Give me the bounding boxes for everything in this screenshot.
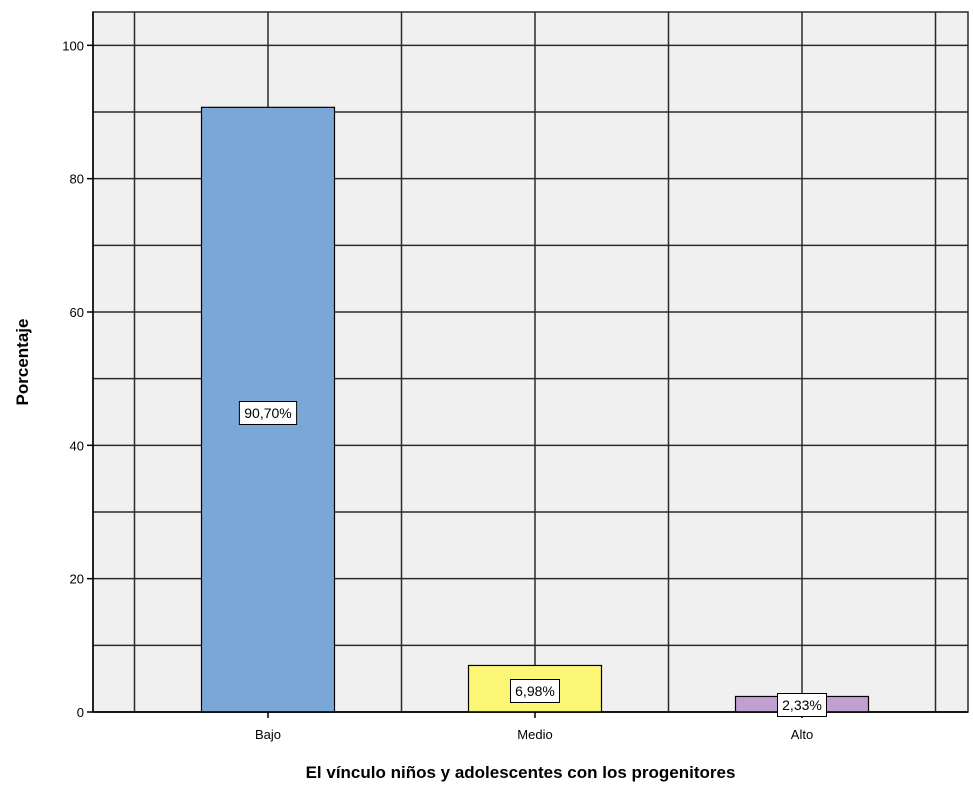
- x-tick-label: Medio: [517, 727, 552, 742]
- x-tick-label: Bajo: [255, 727, 281, 742]
- data-label-box: [777, 693, 827, 717]
- data-label-text: 2,33%: [782, 697, 822, 713]
- y-tick-label: 40: [70, 438, 84, 453]
- y-axis-title: Porcentaje: [13, 319, 32, 406]
- data-label-text: 90,70%: [244, 405, 291, 421]
- x-axis-title: El vínculo niños y adolescentes con los …: [306, 763, 736, 782]
- data-label-text: 6,98%: [515, 683, 555, 699]
- y-axis-ticks: 0 20 40 60 80 100: [62, 38, 93, 720]
- x-axis-ticks: Bajo Medio Alto: [255, 712, 813, 742]
- data-label: 6,98%: [510, 679, 560, 703]
- x-tick-label: Alto: [791, 727, 813, 742]
- y-tick-label: 20: [70, 572, 84, 587]
- data-label: 90,70%: [238, 401, 298, 425]
- data-label-box: [510, 679, 560, 703]
- y-tick-label: 100: [62, 38, 84, 53]
- y-tick-label: 80: [70, 172, 84, 187]
- data-label-box: [238, 401, 298, 425]
- y-tick-label: 60: [70, 305, 84, 320]
- data-label: 2,33%: [777, 693, 827, 717]
- y-tick-label: 0: [77, 705, 84, 720]
- data-labels: 90,70% 6,98% 2,33%: [238, 401, 827, 717]
